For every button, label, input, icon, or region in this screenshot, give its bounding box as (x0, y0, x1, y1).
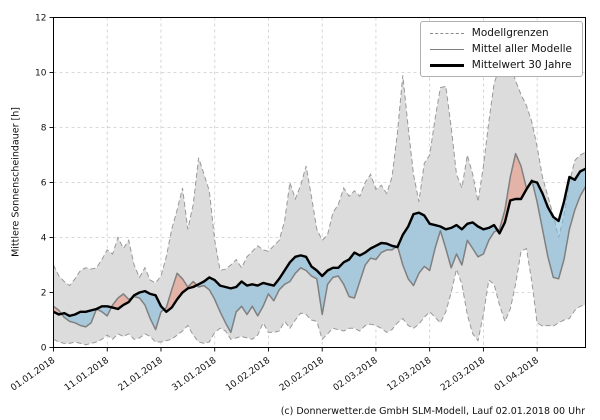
x-tick-label: 10.02.2018 (224, 356, 272, 394)
x-tick-label: 21.01.2018 (117, 356, 165, 394)
mean-30y-line (52, 167, 587, 318)
below-normal-band (532, 168, 586, 279)
below-normal-band (196, 243, 397, 333)
y-tick-label: 2 (41, 289, 47, 299)
black-line-sample-icon (429, 63, 464, 67)
model-envelope-lower-line (53, 247, 586, 346)
legend-entry-mittel-aller-modelle: Mittel aller Modelle (429, 43, 572, 55)
dashed-line-sample-icon (429, 32, 464, 34)
gray-line-sample-icon (429, 48, 464, 50)
copyright-note: (c) Donnerwetter.de GmbH SLM-Modell, Lau… (280, 406, 585, 417)
above-normal-band (111, 293, 133, 309)
x-tick-label: 22.03.2018 (439, 356, 487, 394)
legend-label-modellgrenzen: Modellgrenzen (471, 27, 549, 39)
above-normal-band (164, 273, 197, 312)
legend-entry-modellgrenzen: Modellgrenzen (429, 27, 572, 39)
model-envelope-upper-line (53, 60, 586, 287)
y-tick-label: 10 (35, 69, 47, 79)
y-tick-label: 0 (41, 344, 47, 354)
legend-entry-mittelwert-30-jahre: Mittelwert 30 Jahre (429, 59, 572, 71)
legend: Modellgrenzen Mittel aller Modelle Mitte… (419, 21, 583, 77)
model-envelope-area (53, 61, 586, 345)
x-tick-label: 02.03.2018 (332, 356, 380, 394)
x-tick-label: 12.03.2018 (385, 356, 433, 394)
below-normal-band (132, 291, 164, 330)
y-tick-label: 12 (35, 14, 46, 24)
x-tick-label: 11.01.2018 (63, 356, 111, 394)
y-tick-label: 6 (41, 179, 47, 189)
x-tick-label: 31.01.2018 (170, 356, 218, 394)
y-axis-title: Mittlere Sonnenscheindauer [h] (10, 107, 22, 257)
y-tick-label: 4 (41, 234, 47, 244)
x-tick-label: 20.02.2018 (278, 356, 326, 394)
x-tick-label: 01.01.2018 (9, 356, 57, 394)
y-tick-label: 8 (41, 124, 47, 134)
legend-label-mittel-aller-modelle: Mittel aller Modelle (471, 43, 572, 55)
x-tick-label: 01.04.2018 (493, 356, 541, 394)
legend-label-mittelwert-30-jahre: Mittelwert 30 Jahre (471, 59, 572, 71)
below-normal-band (61, 309, 97, 327)
